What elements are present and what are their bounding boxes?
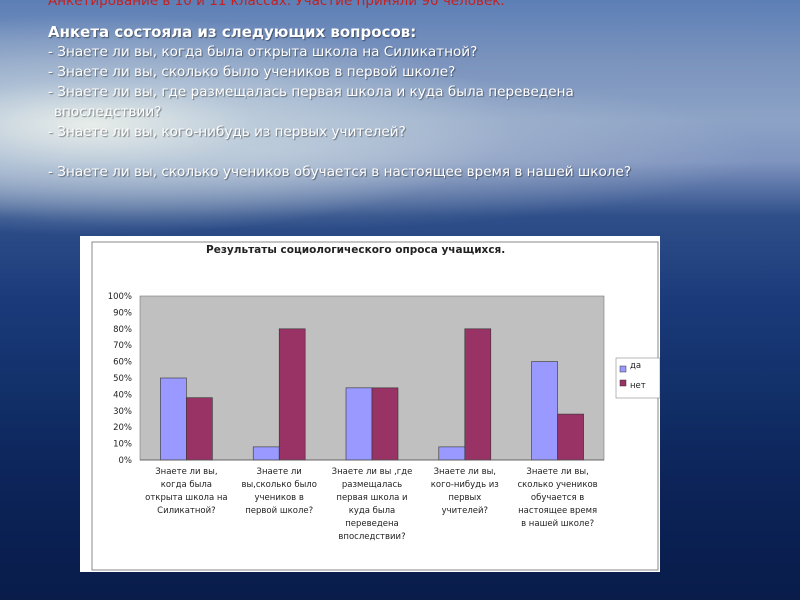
y-tick-label: 90% xyxy=(113,308,132,318)
question-line: - Знаете ли вы, сколько было учеников в … xyxy=(48,64,456,80)
category-label-line: Знаете ли xyxy=(257,467,302,477)
y-tick-label: 10% xyxy=(113,440,132,450)
question-line: - Знаете ли вы, сколько учеников обучает… xyxy=(48,164,632,180)
category-label-line: в нашей школе? xyxy=(521,519,594,529)
bar-da xyxy=(160,377,187,461)
chart-panel: Результаты социологического опроса учащи… xyxy=(80,236,660,572)
bar-net xyxy=(464,328,492,461)
category-label-line: размещалась xyxy=(342,480,402,490)
bar-da xyxy=(345,387,373,461)
question-line: - Знаете ли вы, где размещалась первая ш… xyxy=(48,84,574,100)
category-label-line: переведена xyxy=(345,519,399,529)
category-label-line: впоследствии? xyxy=(338,532,405,542)
y-tick-label: 80% xyxy=(113,325,132,335)
questions-block: Анкета состояла из следующих вопросов: -… xyxy=(48,22,788,182)
category-label-line: сколько учеников xyxy=(517,480,597,490)
category-label-line: Знаете ли вы, xyxy=(155,467,217,477)
category-label-line: первой школе? xyxy=(245,506,313,516)
category-label-line: когда была xyxy=(161,480,212,490)
question-line: - Знаете ли вы, кого-нибудь из первых уч… xyxy=(48,124,406,140)
y-tick-label: 0% xyxy=(119,456,133,466)
legend-box xyxy=(615,357,660,399)
category-label-line: Знаете ли вы, xyxy=(526,467,588,477)
category-label-line: Знаете ли вы ,где xyxy=(332,467,413,477)
category-label-line: учеников в xyxy=(254,493,303,503)
survey-bar-chart: Результаты социологического опроса учащи… xyxy=(91,241,660,571)
category-label-line: Знаете ли вы, xyxy=(434,467,496,477)
legend-swatch-da xyxy=(619,365,627,373)
category-label-line: настоящее время xyxy=(518,506,597,516)
category-label-line: первая школа и xyxy=(336,493,407,503)
chart-title: Результаты социологического опроса учащи… xyxy=(206,244,505,256)
chart-frame xyxy=(91,241,659,571)
y-tick-label: 20% xyxy=(113,423,132,433)
slide-header: Анкетирование в 10 и 11 классах. Участие… xyxy=(48,0,505,9)
y-tick-label: 50% xyxy=(113,374,132,384)
bar-da xyxy=(531,361,558,461)
bar-da xyxy=(438,446,466,461)
y-tick-label: 40% xyxy=(113,390,132,400)
y-tick-label: 60% xyxy=(113,358,132,368)
category-label-line: Силикатной? xyxy=(157,506,216,516)
bar-net xyxy=(557,413,584,461)
category-label: Знаете ли вы, сколько учеников обучается в… xyxy=(517,467,597,529)
category-label: Знаете ли вы,сколько было учеников в первой… xyxy=(241,467,317,516)
category-label-line: кого-нибудь из xyxy=(431,480,500,490)
bar-net xyxy=(278,328,306,461)
y-tick-label: 30% xyxy=(113,407,132,417)
category-label-line: открыта школа на xyxy=(145,493,227,503)
category-label-line: обучается в xyxy=(531,493,584,503)
category-label-line: первых xyxy=(448,493,481,503)
y-tick-label: 70% xyxy=(113,341,132,351)
questions-title: Анкета состояла из следующих вопросов: xyxy=(48,23,417,41)
y-tick-label: 100% xyxy=(108,292,132,302)
legend-label: да xyxy=(630,361,641,371)
legend-swatch-net xyxy=(619,379,627,387)
bar-net xyxy=(186,397,213,461)
category-label-line: вы,сколько было xyxy=(241,480,317,490)
bar-net xyxy=(371,387,399,461)
legend-label: нет xyxy=(630,381,646,391)
bar-da xyxy=(252,446,280,461)
question-spacer xyxy=(48,142,788,162)
category-label: Знаете ли вы, когда была открыта школа на С… xyxy=(145,467,227,516)
category-label-line: куда была xyxy=(349,506,396,516)
category-label-line: учителей? xyxy=(442,506,488,516)
category-label: Знаете ли вы ,где размещалась первая школа… xyxy=(332,467,413,542)
question-line: впоследствии? xyxy=(54,104,162,120)
category-label: Знаете ли вы, кого-нибудь из первых учителе… xyxy=(431,467,500,516)
question-line: - Знаете ли вы, когда была открыта школа… xyxy=(48,44,478,60)
